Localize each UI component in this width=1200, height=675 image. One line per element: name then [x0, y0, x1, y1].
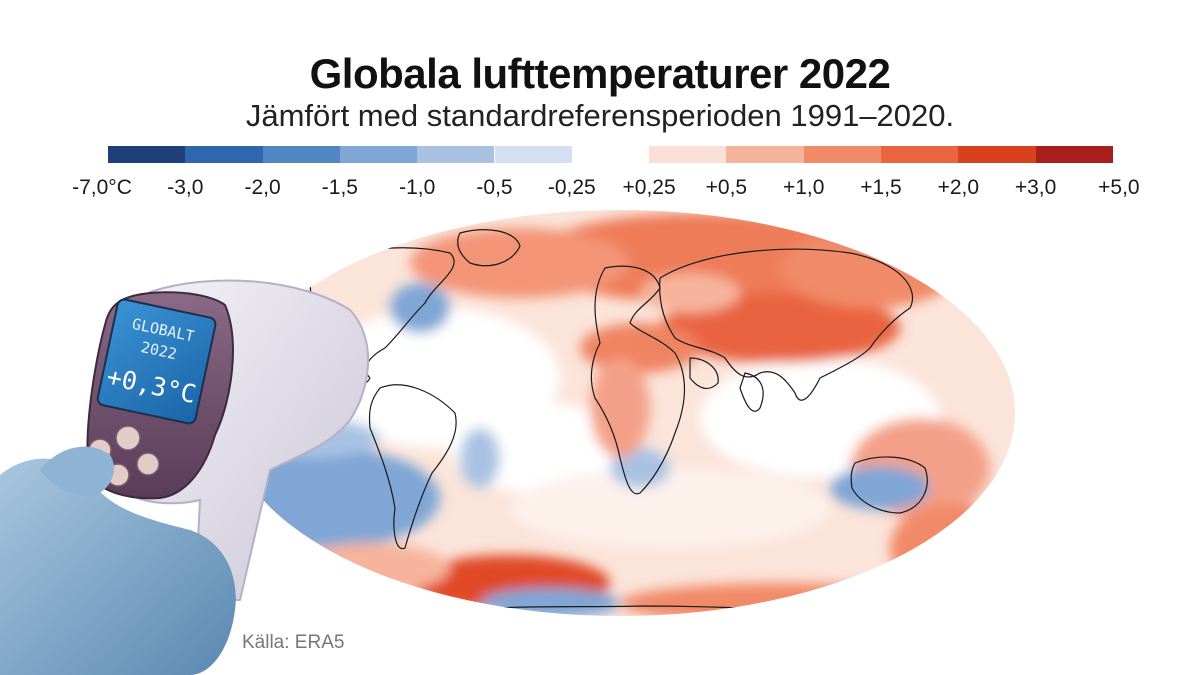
- legend-swatch: [726, 146, 804, 163]
- legend-tick-label: +5,0: [1098, 176, 1140, 199]
- legend-tick-label: +2,0: [937, 176, 980, 199]
- legend-swatch: [881, 146, 959, 163]
- legend-tick-label: -7,0°C: [72, 176, 132, 199]
- legend-tick-label: +3,0: [1014, 176, 1057, 199]
- glove-hand: [0, 458, 236, 675]
- asia-outline: [659, 248, 914, 401]
- south-america-outline: [368, 384, 457, 550]
- legend-swatch: [494, 146, 572, 163]
- india-outline: [739, 372, 764, 412]
- legend-tick-label: -1,5: [321, 176, 358, 199]
- thermometer-screen: [96, 298, 217, 425]
- legend-swatch: [185, 146, 263, 163]
- legend-tick-label: +1,5: [860, 176, 902, 199]
- legend-tick-label: -0,5: [476, 176, 513, 199]
- source-label: Källa: ERA5: [242, 632, 345, 653]
- legend-tick-label: +1,0: [782, 176, 825, 199]
- legend-tick-label: +0,25: [622, 176, 676, 199]
- legend-swatch: [1035, 146, 1113, 163]
- button-center: [115, 425, 141, 451]
- greenland-outline: [457, 229, 521, 267]
- page-title: Globala lufttemperaturer 2022: [309, 50, 891, 97]
- world-temperature-anomaly-map: [225, 210, 1015, 616]
- legend-tick-label: -0,25: [547, 176, 596, 199]
- legend-tick-label: -2,0: [244, 176, 281, 199]
- legend-swatch: [417, 146, 495, 163]
- legend-swatch: [958, 146, 1036, 163]
- legend-swatch: [339, 146, 418, 163]
- legend-tick-label: -1,0: [399, 176, 436, 199]
- legend-tick-label: -3,0: [167, 176, 204, 199]
- legend-swatch: [108, 146, 186, 163]
- legend-swatch: [571, 146, 650, 163]
- glove-thumb: [40, 446, 115, 496]
- legend-swatch: [649, 146, 727, 163]
- page-subtitle: Jämfört med standardreferensperioden 199…: [245, 98, 955, 133]
- infrared-thermometer-illustration: GLOBALT 2022 +0,3°C: [0, 279, 369, 675]
- europe-africa-outline: [590, 265, 685, 495]
- arabia-outline: [689, 357, 719, 390]
- color-scale-legend: -7,0°C -3,0 -2,0 -1,5 -1,0 -0,5 -0,25 +0,25 +0,5…: [60, 146, 1160, 206]
- legend-swatch: [803, 146, 881, 163]
- button-right: [136, 452, 160, 476]
- legend-swatch: [262, 146, 340, 163]
- legend-tick-label: +0,5: [705, 176, 748, 199]
- australia-outline: [850, 456, 928, 514]
